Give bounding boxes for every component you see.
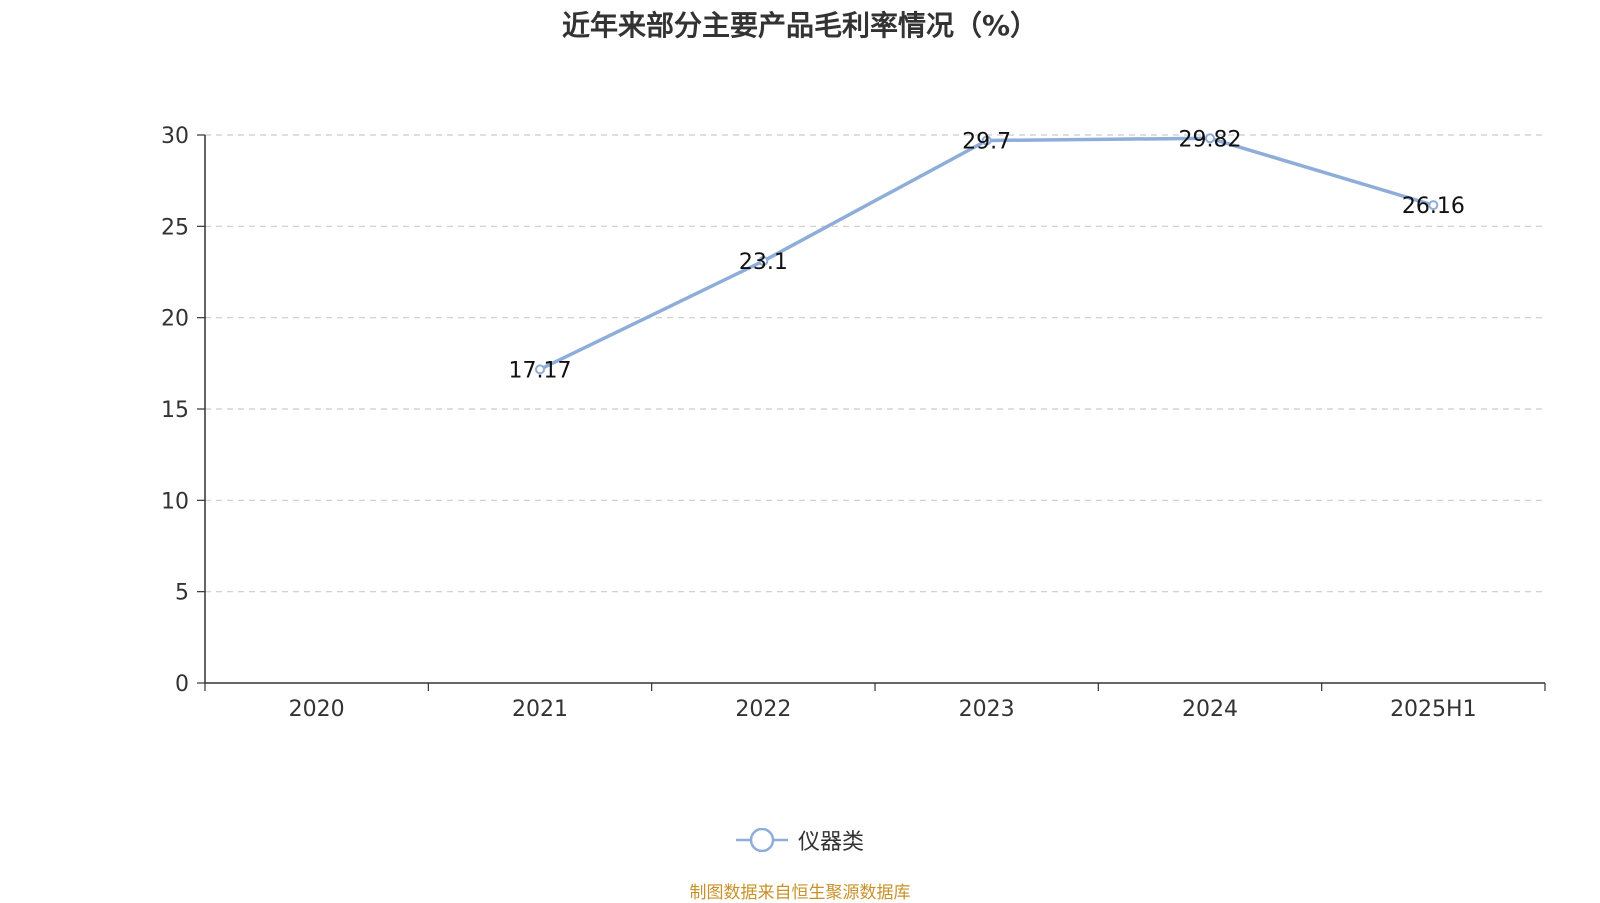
grid-lines [205, 134, 1545, 593]
data-point [535, 364, 545, 375]
data-point [981, 135, 992, 146]
data-label: 26.16 [1402, 194, 1465, 219]
y-tick-label: 5 [175, 581, 189, 606]
data-point [1428, 200, 1439, 211]
x-tick-label: 2021 [512, 697, 568, 722]
data-point [1205, 133, 1215, 144]
y-tick-label: 0 [175, 672, 189, 697]
legend[interactable]: 仪器类 [0, 824, 1600, 856]
data-point [758, 256, 769, 267]
chart-title: 近年来部分主要产品毛利率情况（%） [561, 9, 1039, 42]
data-labels: 17.17 23.1 29.7 29.82 26.16 [509, 127, 1465, 383]
data-label: 23.1 [739, 250, 788, 275]
x-tick-label: 2024 [1182, 697, 1238, 722]
x-tick-label: 2023 [959, 697, 1015, 722]
y-tick-label: 30 [161, 124, 189, 149]
data-label: 17.17 [509, 358, 572, 383]
source-note: 制图数据来自恒生聚源数据库 [689, 883, 911, 903]
data-label: 29.82 [1179, 127, 1242, 152]
legend-label: 仪器类 [797, 830, 864, 855]
series-line [539, 136, 1434, 371]
legend-marker-icon [735, 828, 788, 852]
y-tick-label: 20 [161, 307, 189, 332]
data-label: 29.7 [962, 129, 1011, 154]
x-tick-label: 2025H1 [1390, 697, 1477, 722]
y-tick-label: 10 [161, 489, 189, 514]
x-tick-label: 2020 [289, 697, 345, 722]
y-tick-label: 25 [161, 215, 189, 240]
axes: 0 5 10 15 20 25 30 2020 2021 2022 2023 2024 2025H1 [161, 124, 1546, 722]
y-tick-label: 15 [161, 398, 189, 423]
x-tick-label: 2022 [735, 697, 791, 722]
series-layer [535, 133, 1439, 375]
